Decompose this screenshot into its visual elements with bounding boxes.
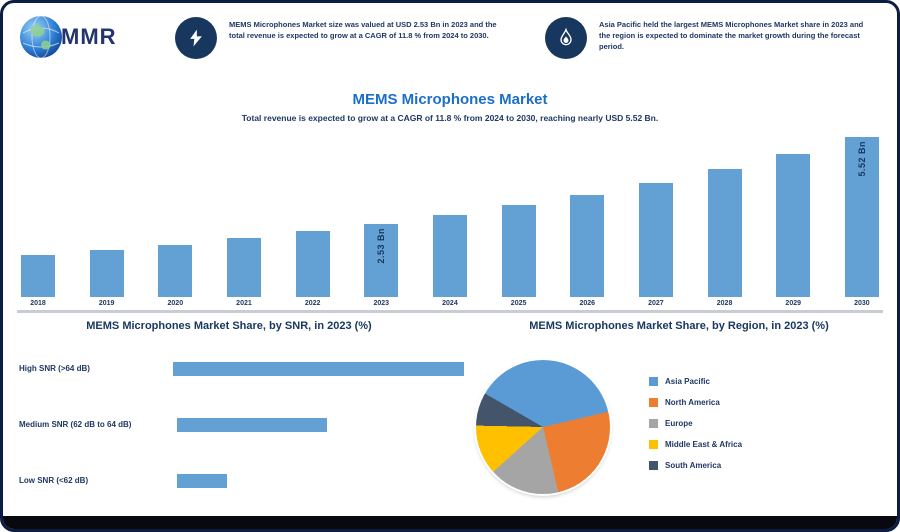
snr-chart-title: MEMS Microphones Market Share, by SNR, i… [86, 320, 372, 332]
bar-column: 2029 [774, 154, 812, 309]
hbar-category-label: Low SNR (<62 dB) [19, 475, 89, 485]
legend-label: Middle East & Africa [665, 440, 743, 449]
hbar-row: Low SNR (<62 dB) [19, 465, 464, 497]
bar-2027 [638, 183, 673, 297]
bar-column: 2018 [19, 255, 57, 309]
bar-column: 2026 [568, 195, 606, 309]
bar-year-label: 2030 [854, 300, 870, 307]
insight-block-2: Asia Pacific held the largest MEMS Micro… [545, 17, 881, 59]
bar-year-label: 2021 [236, 300, 252, 307]
bar-2029 [776, 154, 811, 297]
bar-column: 2025 [500, 205, 538, 309]
insight-text-1: MEMS Microphones Market size was valued … [229, 20, 497, 40]
bar-column: 2.53 Bn 2023 [362, 224, 400, 309]
legend-item: South America [649, 461, 742, 470]
bar-2030: 5.52 Bn [844, 137, 879, 297]
legend-label: South America [665, 461, 722, 470]
insight-block-1: MEMS Microphones Market size was valued … [175, 17, 505, 59]
bar-2025 [501, 205, 536, 297]
flame-icon [545, 17, 587, 59]
brand-logo-text: MMR [61, 24, 117, 49]
bar-2028 [707, 169, 742, 297]
bar-2021 [226, 238, 261, 297]
legend-swatch [649, 419, 658, 428]
bar-column: 2020 [156, 245, 194, 309]
bar-2026 [570, 195, 605, 297]
bar-year-label: 2018 [30, 300, 46, 307]
bar-2019 [89, 250, 124, 297]
bar-2022 [295, 231, 330, 297]
hbar-row: High SNR (>64 dB) [19, 353, 464, 385]
region-chart-title: MEMS Microphones Market Share, by Region… [529, 320, 829, 332]
bar-2024 [432, 215, 467, 297]
legend-swatch [649, 440, 658, 449]
hbar-row: Medium SNR (62 dB to 64 dB) [19, 409, 464, 441]
bar-year-label: 2024 [442, 300, 458, 307]
bar-2023: 2.53 Bn [364, 224, 399, 297]
bar-column: 2028 [706, 169, 744, 309]
legend-swatch [649, 377, 658, 386]
legend-swatch [649, 398, 658, 407]
legend-item: Asia Pacific [649, 377, 742, 386]
bar-year-label: 2019 [98, 300, 115, 307]
legend-label: North America [665, 398, 720, 407]
bar-year-label: 2020 [167, 300, 184, 307]
bar-column: 2027 [637, 183, 675, 309]
hbar-category-label: High SNR (>64 dB) [19, 363, 90, 373]
brand-logo: MMR [17, 13, 117, 61]
bar-2018 [21, 255, 55, 297]
bar-year-label: 2029 [785, 300, 801, 307]
region-pie-chart [476, 360, 610, 494]
bar-value-label: 5.52 Bn [856, 141, 867, 177]
legend-label: Asia Pacific [665, 377, 710, 386]
legend-label: Europe [665, 419, 693, 428]
pie-legend: Asia Pacific North America Europe Middle Ea… [649, 377, 742, 470]
footer-bar [3, 516, 897, 529]
legend-item: North America [649, 398, 742, 407]
legend-item: Europe [649, 419, 742, 428]
bar-column: 2024 [431, 215, 469, 309]
lightning-icon [175, 17, 217, 59]
legend-swatch [649, 461, 658, 470]
bar-year-label: 2025 [510, 300, 527, 307]
bar-value-label: 2.53 Bn [376, 228, 387, 264]
bar-year-label: 2022 [304, 300, 321, 307]
bar-column: 5.52 Bn 2030 [843, 137, 881, 309]
bar-year-label: 2023 [373, 300, 390, 307]
bar-2020 [158, 245, 193, 297]
insight-text-2: Asia Pacific held the largest MEMS Micro… [599, 20, 864, 51]
globe-logo-icon [20, 15, 62, 59]
hbar-2 [177, 418, 327, 432]
bar-year-label: 2028 [716, 300, 733, 307]
hbar-1 [172, 362, 464, 376]
bar-column: 2022 [294, 231, 332, 309]
bar-column: 2021 [225, 238, 263, 309]
page-subtitle: Total revenue is expected to grow at a C… [241, 113, 659, 123]
legend-item: Middle East & Africa [649, 440, 742, 449]
revenue-bar-chart: 2018 2019 2020 2021 2022 2.53 Bn 2023 2024 2025 2… [19, 127, 881, 309]
bar-column: 2019 [88, 250, 126, 309]
bar-year-label: 2026 [579, 300, 596, 307]
snr-bar-chart: High SNR (>64 dB) Medium SNR (62 dB to 64… [19, 353, 464, 497]
hbar-category-label: Medium SNR (62 dB to 64 dB) [19, 419, 132, 429]
hbar-3 [177, 474, 227, 488]
bar-year-label: 2027 [648, 300, 664, 307]
page-title: MEMS Microphones Market [352, 91, 548, 108]
section-divider [17, 310, 883, 313]
